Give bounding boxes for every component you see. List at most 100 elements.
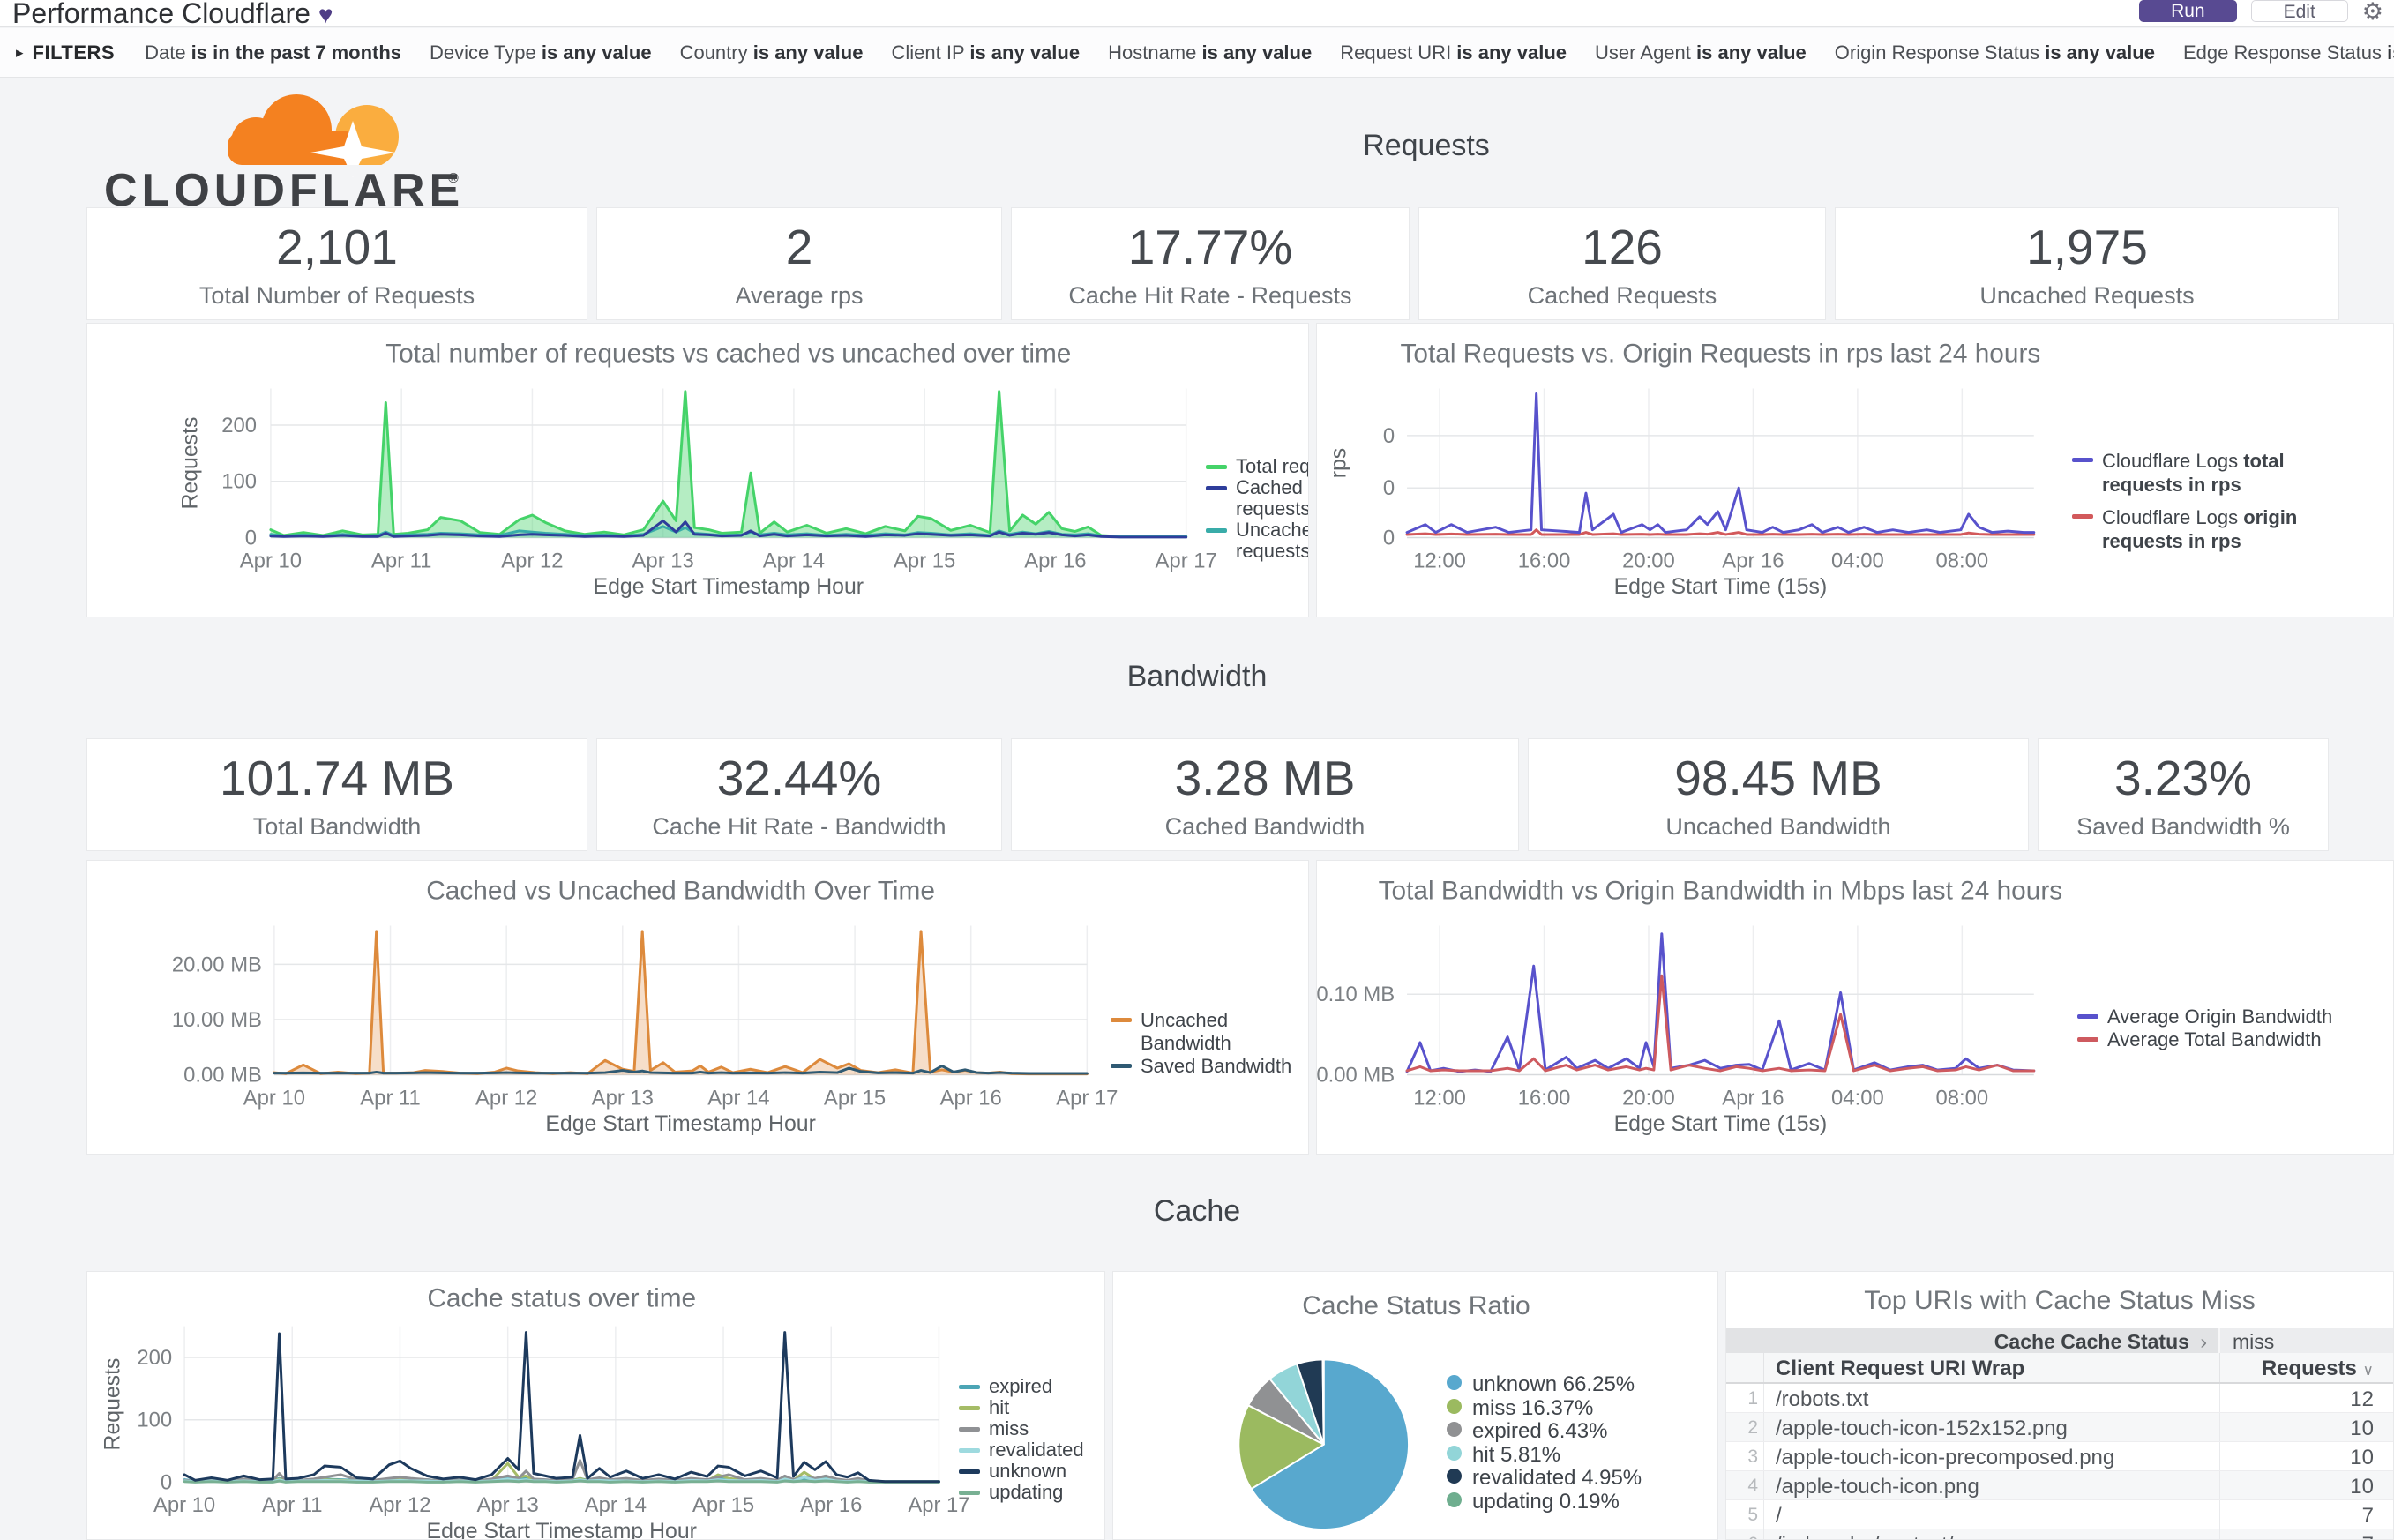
x-tick-label: Apr 16	[1024, 549, 1086, 572]
cell-uri[interactable]: /robots.txt	[1776, 1387, 1869, 1411]
cell-uri[interactable]: /apple-touch-icon-precomposed.png	[1776, 1446, 2115, 1469]
x-tick-label: Apr 11	[371, 549, 431, 572]
legend-item[interactable]: Cloudflare Logs origin requests in rps	[2072, 505, 2342, 553]
cell-uri[interactable]: /apple-touch-icon-152x152.png	[1776, 1417, 2068, 1440]
chart-title: Cache status over time	[427, 1284, 696, 1313]
filter-item[interactable]: Hostname is any value	[1108, 41, 1312, 64]
filter-item[interactable]: Device Type is any value	[430, 41, 652, 64]
x-tick-label: Apr 13	[477, 1493, 539, 1517]
kpi-label: Uncached Requests	[1979, 281, 2195, 309]
legend-item[interactable]: updating	[959, 1482, 1104, 1503]
filter-field: Hostname	[1108, 41, 1202, 64]
edit-button[interactable]: Edit	[2250, 0, 2348, 22]
filter-item[interactable]: Date is in the past 7 months	[145, 41, 401, 64]
series-line-Cloudflare Logs total requests in rps	[1405, 392, 2036, 535]
kpi-tile: 2,101 Total Number of Requests	[86, 207, 587, 320]
x-tick-label: 04:00	[1831, 549, 1884, 572]
filters-expand-icon[interactable]: ▸	[16, 43, 24, 61]
filter-item[interactable]: Client IP is any value	[891, 41, 1080, 64]
pie-legend-item[interactable]: revalidated 4.95%	[1447, 1466, 1642, 1490]
pie-slice-miss[interactable]	[1238, 1404, 1325, 1491]
x-tick-label: Apr 12	[369, 1493, 430, 1517]
cell-uri[interactable]: /index.php/contact/	[1764, 1529, 2219, 1539]
filter-item[interactable]: Origin Response Status is any value	[1835, 41, 2155, 64]
pie-slice-unknown[interactable]	[1250, 1358, 1410, 1531]
legend-swatch	[959, 1385, 980, 1389]
filter-item[interactable]: Country is any value	[680, 41, 864, 64]
cell-requests[interactable]: 12	[2219, 1384, 2393, 1412]
x-tick-label: Apr 15	[894, 549, 955, 572]
pie-legend-dot	[1447, 1422, 1462, 1437]
chart-title: Cache Status Ratio	[1302, 1291, 1530, 1320]
series-line-Average Total Bandwidth	[1405, 974, 2036, 1073]
legend-swatch	[959, 1469, 980, 1474]
pie-legend-dot	[1447, 1491, 1462, 1507]
column-header-requests[interactable]: Requests ∨	[2219, 1353, 2393, 1382]
series-line-Total requests	[269, 390, 1188, 538]
cell-requests[interactable]: 7	[2219, 1529, 2393, 1539]
legend-item[interactable]: Average Origin Bandwidth	[2077, 1005, 2342, 1028]
y-axis-title: Requests	[101, 1358, 125, 1451]
legend-item[interactable]: hit	[959, 1397, 1104, 1418]
cell-uri[interactable]: /	[1776, 1504, 1782, 1528]
y-tick-label: 0	[161, 1470, 172, 1494]
cell-requests[interactable]: 10	[2219, 1413, 2393, 1441]
pie-legend-label: hit 5.81%	[1472, 1442, 1561, 1467]
filters-label[interactable]: FILTERS	[32, 41, 116, 64]
x-tick-label: Apr 14	[763, 549, 825, 572]
series-line-unknown	[183, 1331, 940, 1484]
filter-item[interactable]: User Agent is any value	[1595, 41, 1807, 64]
pie-legend-item[interactable]: unknown 66.25%	[1447, 1372, 1642, 1396]
pie-legend-item[interactable]: miss 16.37%	[1447, 1396, 1642, 1420]
legend-item[interactable]: Uncached requests	[1206, 520, 1308, 562]
cloudflare-logo-image: CLOUDFLARE ®	[104, 94, 462, 216]
pie-legend-item[interactable]: updating 0.19%	[1447, 1490, 1642, 1514]
row-number: 5	[1726, 1500, 1764, 1529]
section-title-cache: Cache	[1153, 1194, 1241, 1228]
filter-value: is any value	[1456, 41, 1567, 64]
x-tick-label: Apr 10	[240, 549, 302, 572]
filter-field: User Agent	[1595, 41, 1696, 64]
chart-title: Total Bandwidth vs Origin Bandwidth in M…	[1379, 877, 2063, 906]
filter-value: is any value	[2387, 41, 2394, 64]
legend-label: Average Total Bandwidth	[2107, 1028, 2322, 1050]
legend-item[interactable]: Cloudflare Logs total requests in rps	[2072, 449, 2342, 497]
top-actions: Run Edit ⚙	[2139, 0, 2383, 25]
legend-item[interactable]: revalidated	[959, 1439, 1104, 1461]
filter-item[interactable]: Request URI is any value	[1340, 41, 1567, 64]
x-tick-label: 20:00	[1622, 549, 1675, 572]
cell-uri[interactable]: /apple-touch-icon.png	[1776, 1475, 1979, 1499]
filter-item[interactable]: Edge Response Status is any value	[2183, 41, 2394, 64]
run-button[interactable]: Run	[2139, 0, 2237, 22]
pie-legend-item[interactable]: expired 6.43%	[1447, 1419, 1642, 1443]
cell-requests[interactable]: 7	[2219, 1500, 2393, 1529]
row-number: 2	[1726, 1413, 1764, 1441]
rps_24h-plot: Total Requests vs. Origin Requests in rp…	[1327, 340, 2040, 599]
pie-slice-updating[interactable]	[1321, 1358, 1325, 1446]
legend-item[interactable]: expired	[959, 1376, 1104, 1397]
x-tick-label: 04:00	[1831, 1086, 1884, 1110]
legend-item[interactable]: unknown	[959, 1461, 1104, 1482]
pivot-field-label[interactable]: Cache Cache Status ›	[1726, 1328, 2218, 1353]
kpi-value: 101.74 MB	[219, 750, 454, 805]
legend-item[interactable]: Saved Bandwidth	[1111, 1055, 1308, 1078]
legend-item[interactable]: miss	[959, 1418, 1104, 1439]
cell-requests[interactable]: 10	[2219, 1471, 2393, 1499]
legend-swatch	[2072, 514, 2093, 519]
table-row: 5 / 7	[1726, 1500, 2393, 1529]
kpi-label: Saved Bandwidth %	[2076, 812, 2290, 840]
legend-swatch	[2077, 1037, 2098, 1042]
column-header-uri[interactable]: Client Request URI Wrap	[1776, 1357, 2025, 1380]
legend-item[interactable]: Cached requests	[1206, 477, 1308, 520]
chart-rps-last-24h: Total Requests vs. Origin Requests in rp…	[1316, 323, 2394, 617]
legend-item[interactable]: Uncached Bandwidth	[1111, 1009, 1308, 1055]
series-line-updating	[183, 1479, 940, 1484]
cell-requests[interactable]: 10	[2219, 1442, 2393, 1470]
y-tick-label: 100	[137, 1409, 172, 1432]
pie-legend-label: updating 0.19%	[1472, 1489, 1620, 1514]
legend-item[interactable]: Average Total Bandwidth	[2077, 1028, 2342, 1051]
pie-legend-item[interactable]: hit 5.81%	[1447, 1443, 1642, 1467]
legend-item[interactable]: Total requests	[1206, 456, 1308, 477]
gear-icon[interactable]: ⚙	[2361, 0, 2383, 25]
